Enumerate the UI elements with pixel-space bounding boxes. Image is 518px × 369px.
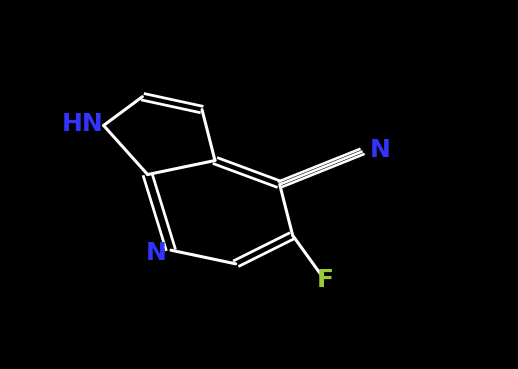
Text: HN: HN [62, 111, 104, 136]
Text: F: F [317, 268, 334, 293]
Text: N: N [146, 241, 167, 265]
Text: N: N [369, 138, 390, 162]
